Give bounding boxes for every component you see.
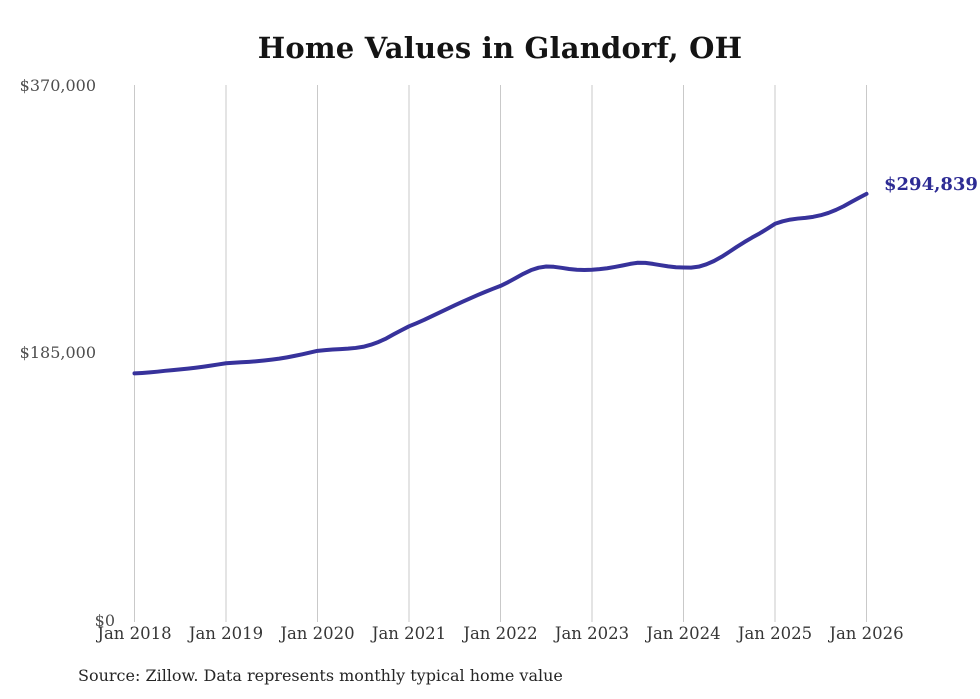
x-axis-label: Jan 2019 — [188, 624, 264, 643]
x-axis-label: Jan 2021 — [371, 624, 447, 643]
x-axis-label: Jan 2025 — [737, 624, 813, 643]
gridlines — [134, 85, 867, 622]
x-axis-label: Jan 2020 — [280, 624, 355, 643]
x-axis-label: Jan 2023 — [554, 624, 630, 643]
x-axis-label: Jan 2026 — [829, 624, 904, 643]
chart-title: Home Values in Glandorf, OH — [257, 31, 743, 65]
current-value-label: $294,839 — [884, 174, 978, 195]
x-axis-label: Jan 2018 — [97, 624, 172, 643]
y-axis-label-0: $0 — [94, 611, 115, 630]
y-axis-label-185000: $185,000 — [19, 343, 96, 362]
x-axis-label: Jan 2024 — [646, 624, 721, 643]
x-axis-labels: Jan 2018 Jan 2019 Jan 2020 Jan 2021 Jan 2022… — [0, 624, 980, 648]
home-value-line — [132, 191, 869, 376]
source-note: Source: Zillow. Data represents monthly … — [78, 666, 563, 685]
y-axis-label-370000: $370,000 — [19, 76, 96, 95]
x-axis-label: Jan 2022 — [463, 624, 538, 643]
